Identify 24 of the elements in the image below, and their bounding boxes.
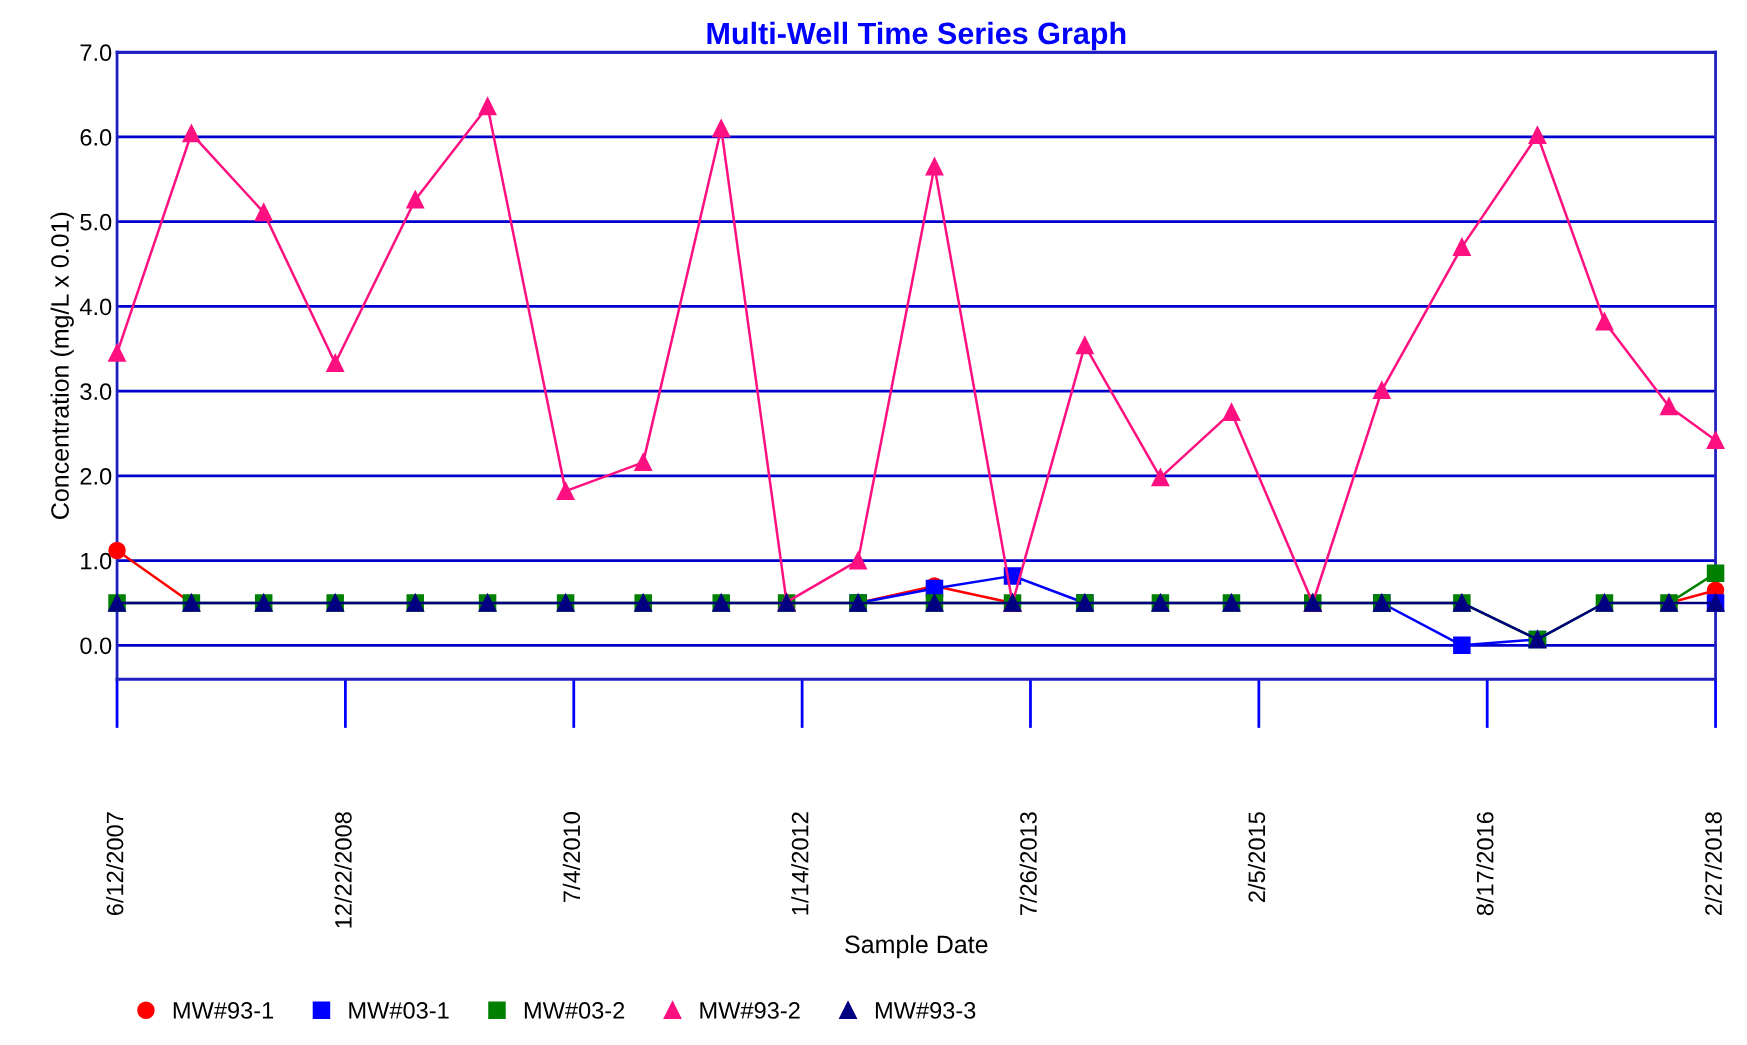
x-tick-label: 6/12/2007	[106, 812, 124, 916]
y-tick-label: 6.0	[80, 129, 112, 146]
legend-label: MW#93-1	[173, 1002, 274, 1019]
legend-label: MW#93-3	[875, 1002, 976, 1019]
legend-label: MW#93-2	[700, 1002, 800, 1019]
x-tick-label: 8/17/2016	[1476, 812, 1494, 916]
chart-title: Multi-Well Time Series Graph	[707, 21, 1126, 51]
x-tick-label: 2/27/2018	[1704, 812, 1722, 916]
x-axis-title: Sample Date	[845, 934, 988, 959]
legend-label: MW#03-2	[524, 1002, 625, 1019]
y-tick-label: 2.0	[80, 467, 112, 485]
y-tick-label: 1.0	[81, 552, 112, 570]
y-tick-label: 5.0	[80, 213, 112, 231]
y-tick-label: 3.0	[80, 383, 112, 400]
x-tick-label: 12/22/2008	[334, 812, 352, 928]
y-axis-title: Concentration (mg/L x 0.01)	[50, 212, 74, 519]
y-tick-label: 7.0	[80, 44, 112, 62]
legend-label: MW#03-1	[349, 1002, 449, 1019]
y-tick-label: 0.0	[80, 637, 112, 655]
x-tick-label: 2/5/2015	[1247, 812, 1266, 902]
x-tick-label: 7/26/2013	[1019, 812, 1037, 916]
x-tick-label: 1/14/2012	[791, 812, 809, 915]
x-tick-label: 7/4/2010	[562, 812, 581, 902]
y-tick-label: 4.0	[79, 298, 112, 316]
